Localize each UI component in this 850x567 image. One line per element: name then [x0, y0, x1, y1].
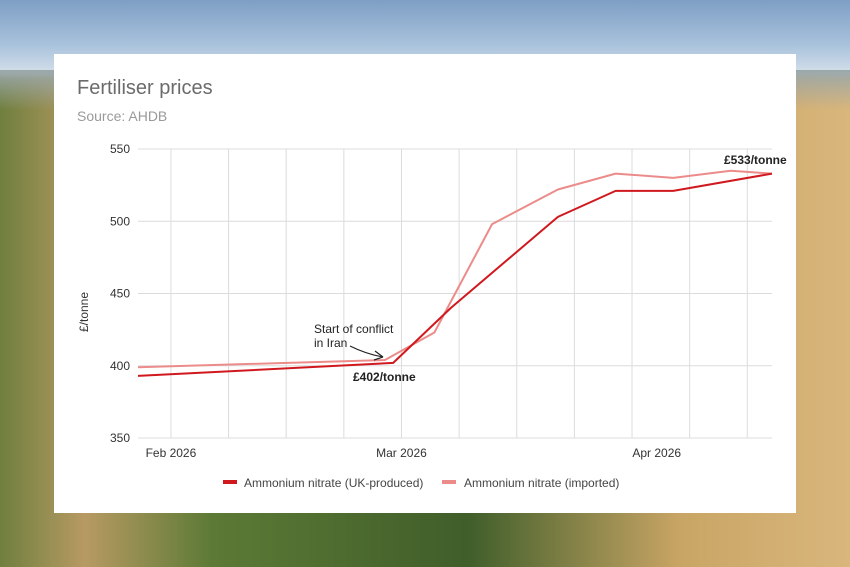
annotation-arrowhead	[373, 350, 384, 361]
y-tick-label: 500	[110, 214, 130, 228]
y-tick-label: 450	[110, 287, 130, 301]
line-chart: 350 400 450 500 550 Feb 2026 Mar 2026 Apr 2026…	[77, 142, 787, 490]
y-axis-label: £/tonne	[77, 292, 91, 332]
legend-swatch-uk	[223, 480, 237, 484]
x-tick-label: Mar 2026	[376, 446, 427, 460]
y-tick-label: 550	[110, 142, 130, 156]
chart-card: Fertiliser prices Source: AHDB 350 400 450…	[54, 54, 796, 513]
annotation-text-line1: Start of conflict	[314, 322, 394, 336]
series-lines	[137, 169, 773, 377]
legend-swatch-imported	[442, 480, 456, 484]
legend-label-uk: Ammonium nitrate (UK-produced)	[244, 476, 423, 490]
legend: Ammonium nitrate (UK-produced) Ammonium …	[223, 476, 619, 490]
y-tick-label: 350	[110, 431, 130, 445]
value-label-402: £402/tonne	[353, 370, 416, 384]
legend-label-imported: Ammonium nitrate (imported)	[464, 476, 619, 490]
chart-subtitle: Source: AHDB	[77, 108, 168, 124]
x-axis-ticks: Feb 2026 Mar 2026 Apr 2026	[146, 446, 682, 460]
series-line-uk-produced	[137, 172, 773, 377]
y-tick-label: 400	[110, 359, 130, 373]
annotation-arrow	[349, 345, 384, 358]
x-tick-label: Apr 2026	[632, 446, 681, 460]
x-tick-label: Feb 2026	[146, 446, 197, 460]
series-line-imported	[137, 169, 773, 369]
chart-title: Fertiliser prices	[77, 77, 213, 99]
y-axis-ticks: 350 400 450 500 550	[110, 142, 130, 445]
annotation-text-line2: in Iran	[314, 336, 347, 350]
annotations: Start of conflict in Iran £402/tonne £53…	[314, 153, 787, 384]
value-label-533: £533/tonne	[724, 153, 787, 167]
